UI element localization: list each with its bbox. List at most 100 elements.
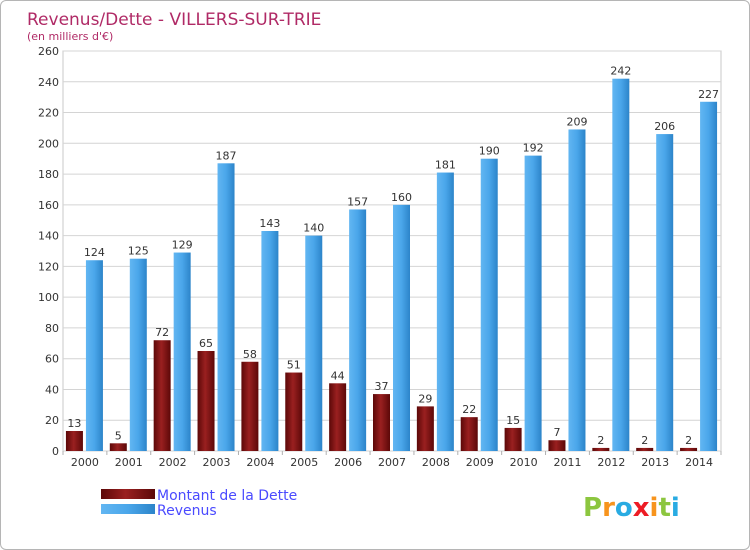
bar-revenus xyxy=(217,163,235,452)
data-label: 2 xyxy=(597,434,604,447)
x-tick-label: 2007 xyxy=(378,456,406,469)
legend-label-debt: Montant de la Dette xyxy=(157,488,297,504)
x-tick-label: 2011 xyxy=(553,456,581,469)
y-tick-label: 20 xyxy=(45,414,59,427)
bar-revenus xyxy=(129,258,147,451)
bar-revenus xyxy=(305,235,323,451)
brand-letter: P xyxy=(583,493,602,523)
bar-dette xyxy=(109,443,127,451)
x-tick-label: 2004 xyxy=(246,456,274,469)
data-label: 190 xyxy=(479,145,500,158)
data-label: 143 xyxy=(259,217,280,230)
bar-revenus xyxy=(612,78,630,451)
brand-logo: Proxiti xyxy=(583,493,680,523)
y-tick-label: 80 xyxy=(45,322,59,335)
x-tick-label: 2012 xyxy=(597,456,625,469)
bar-dette xyxy=(636,447,654,451)
bar-dette xyxy=(504,427,522,451)
data-label: 13 xyxy=(67,417,81,430)
bar-dette xyxy=(592,447,610,451)
brand-letter: t xyxy=(658,493,670,523)
x-tick-label: 2014 xyxy=(685,456,713,469)
x-axis-labels: 2000 2001 2002 2003 2004 2005 2006 2007 2008 2009… xyxy=(71,456,713,469)
y-tick-label: 260 xyxy=(38,45,59,58)
bar-revenus xyxy=(568,129,586,451)
bar-dette xyxy=(680,447,698,451)
bar-revenus xyxy=(700,101,718,452)
bar-revenus xyxy=(393,204,410,451)
legend-label-revenus: Revenus xyxy=(157,503,217,519)
x-tick-label: 2010 xyxy=(510,456,538,469)
data-label: 2 xyxy=(685,434,692,447)
x-tick-label: 2002 xyxy=(159,456,187,469)
bar-revenus xyxy=(656,134,674,452)
y-tick-label: 160 xyxy=(38,199,59,212)
grid-lines xyxy=(62,50,722,455)
bar-dette xyxy=(65,431,83,451)
y-tick-label: 40 xyxy=(45,383,59,396)
x-tick-label: 2006 xyxy=(334,456,362,469)
y-tick-label: 120 xyxy=(38,260,59,273)
y-tick-label: 180 xyxy=(38,168,59,181)
data-label: 15 xyxy=(506,414,520,427)
data-label: 209 xyxy=(566,115,587,128)
y-axis-labels: 0 20 40 60 80 100 120 140 160 180 200 220 240 260 xyxy=(38,45,59,458)
y-tick-label: 100 xyxy=(38,291,59,304)
brand-letter: i xyxy=(650,493,659,523)
y-tick-label: 240 xyxy=(38,76,59,89)
bars-group: 13 124 5 125 72 129 65 187 58 143 51 140 44 157 37 160 2… xyxy=(65,65,719,452)
bar-dette xyxy=(285,372,303,451)
bar-revenus xyxy=(524,155,542,451)
bar-revenus xyxy=(85,260,103,451)
data-label: 44 xyxy=(331,369,345,382)
data-label: 22 xyxy=(462,403,476,416)
x-tick-label: 2001 xyxy=(115,456,143,469)
y-tick-label: 220 xyxy=(38,107,59,120)
bar-dette xyxy=(373,394,390,451)
y-tick-label: 140 xyxy=(38,230,59,243)
data-label: 157 xyxy=(347,195,368,208)
data-label: 37 xyxy=(375,380,389,393)
data-label: 125 xyxy=(128,245,149,258)
data-label: 129 xyxy=(172,239,193,252)
data-label: 124 xyxy=(84,246,105,259)
data-label: 72 xyxy=(155,326,169,339)
bar-revenus xyxy=(173,252,191,451)
data-label: 140 xyxy=(303,222,324,235)
brand-letter: i xyxy=(671,493,680,523)
chart-subtitle: (en milliers d'€) xyxy=(27,30,113,43)
bar-dette xyxy=(197,351,215,451)
x-tick-label: 2003 xyxy=(203,456,231,469)
bar-revenus xyxy=(349,209,367,451)
x-tick-label: 2008 xyxy=(422,456,450,469)
bar-dette xyxy=(460,417,478,451)
y-tick-label: 60 xyxy=(45,353,59,366)
x-tick-label: 2005 xyxy=(290,456,318,469)
data-label: 160 xyxy=(391,191,412,204)
data-label: 5 xyxy=(115,429,122,442)
data-label: 187 xyxy=(216,149,237,162)
bar-revenus xyxy=(261,231,279,451)
data-label: 192 xyxy=(523,142,544,155)
data-label: 58 xyxy=(243,348,257,361)
data-label: 242 xyxy=(610,65,631,78)
bar-revenus xyxy=(436,172,454,452)
legend-swatch-revenus xyxy=(101,504,155,514)
data-label: 2 xyxy=(641,434,648,447)
data-label: 51 xyxy=(287,359,301,372)
x-tick-label: 2009 xyxy=(466,456,494,469)
data-label: 65 xyxy=(199,337,213,350)
bar-dette xyxy=(153,340,171,451)
bar-revenus xyxy=(480,158,498,451)
brand-letter: o xyxy=(615,493,633,523)
bar-dette xyxy=(548,440,566,451)
data-label: 29 xyxy=(418,392,432,405)
y-tick-label: 0 xyxy=(52,445,59,458)
y-tick-label: 200 xyxy=(38,137,59,150)
data-label: 181 xyxy=(435,159,456,172)
bar-dette xyxy=(241,361,259,451)
brand-letter: r xyxy=(602,493,615,523)
bar-dette xyxy=(416,406,434,451)
